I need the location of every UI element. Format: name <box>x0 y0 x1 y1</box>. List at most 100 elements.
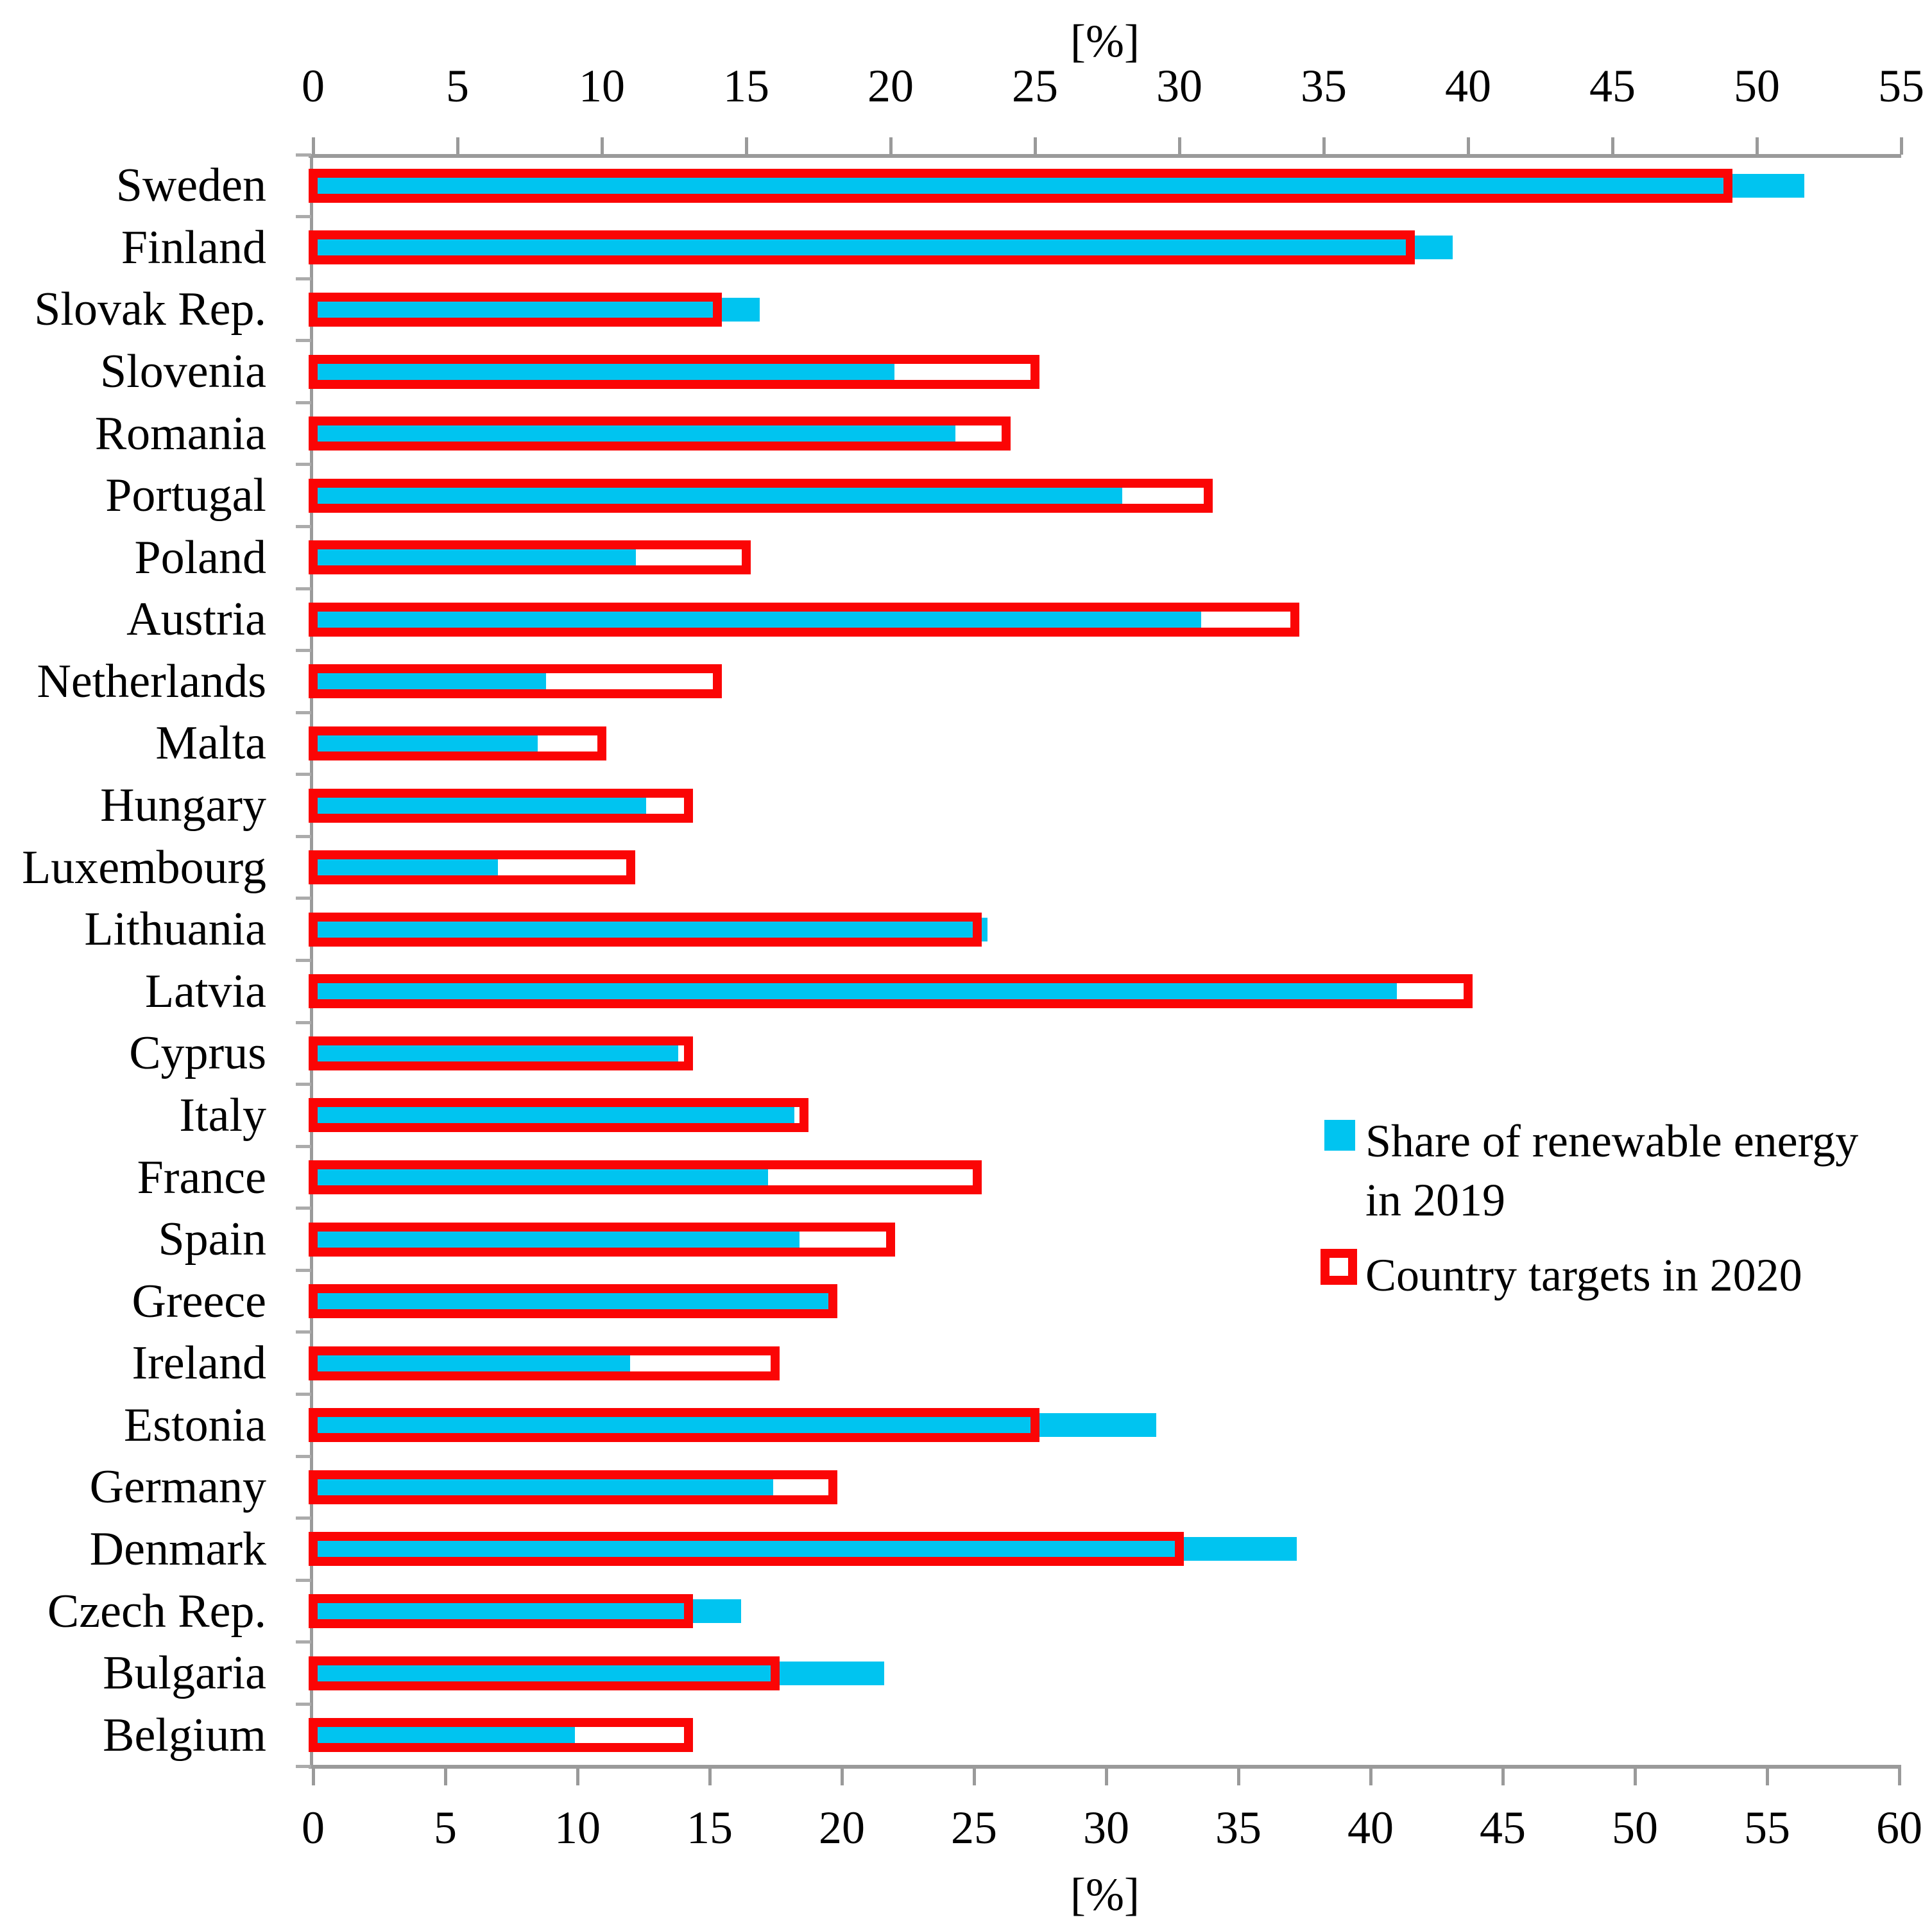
bar-share-2019-czech-rep <box>313 1599 742 1624</box>
top-axis-tick-label: 15 <box>723 60 769 112</box>
category-boundary-tick <box>296 1764 311 1768</box>
bar-target-2020-portugal <box>309 478 1213 513</box>
category-boundary-tick <box>296 463 311 467</box>
bar-target-2020-slovenia <box>309 354 1039 389</box>
top-axis-tick <box>1178 137 1181 155</box>
top-axis-tick-label: 40 <box>1445 60 1491 112</box>
category-label-italy: Italy <box>179 1088 266 1142</box>
category-label-belgium: Belgium <box>103 1708 266 1762</box>
top-axis-tick <box>1467 137 1470 155</box>
legend-swatch-targets-2020 <box>1321 1249 1357 1285</box>
category-boundary-tick <box>296 1083 311 1087</box>
top-axis-tick <box>1611 137 1614 155</box>
bar-share-2019-romania <box>313 422 956 446</box>
bottom-axis-tick-label: 25 <box>951 1802 997 1853</box>
category-boundary-tick <box>296 277 311 280</box>
bar-target-2020-slovak-rep <box>309 292 722 327</box>
bar-target-2020-ireland <box>309 1346 780 1380</box>
bar-share-2019-france <box>313 1165 768 1190</box>
bar-target-2020-bulgaria <box>309 1656 780 1690</box>
bar-share-2019-netherlands <box>313 669 546 694</box>
category-label-germany: Germany <box>89 1461 266 1514</box>
category-label-france: France <box>137 1151 266 1204</box>
category-label-malta: Malta <box>155 717 266 770</box>
bar-target-2020-italy <box>309 1098 808 1133</box>
bottom-axis-tick <box>1766 1769 1769 1785</box>
bar-share-2019-slovak-rep <box>313 297 760 322</box>
category-boundary-tick <box>296 897 311 900</box>
top-axis-tick-label: 35 <box>1301 60 1347 112</box>
bar-share-2019-cyprus <box>313 1041 678 1065</box>
bar-share-2019-bulgaria <box>313 1661 884 1685</box>
category-boundary-tick <box>296 649 311 653</box>
bar-share-2019-spain <box>313 1227 800 1251</box>
bar-share-2019-slovenia <box>313 359 895 384</box>
top-axis-tick <box>1322 137 1326 155</box>
bar-target-2020-poland <box>309 540 751 575</box>
top-axis-line <box>309 154 1901 158</box>
bottom-axis-tick <box>312 1769 315 1785</box>
category-label-slovenia: Slovenia <box>100 345 266 399</box>
category-boundary-tick <box>296 959 311 962</box>
bar-target-2020-austria <box>309 602 1299 637</box>
category-boundary-tick <box>296 339 311 343</box>
bar-share-2019-belgium <box>313 1723 575 1748</box>
category-label-ireland: Ireland <box>132 1337 266 1390</box>
category-boundary-tick <box>296 773 311 777</box>
top-axis-tick <box>1900 137 1903 155</box>
bar-share-2019-lithuania <box>313 917 987 941</box>
top-axis-tick <box>1034 137 1037 155</box>
bar-target-2020-cyprus <box>309 1036 693 1070</box>
bottom-axis-tick <box>444 1769 447 1785</box>
category-label-lithuania: Lithuania <box>84 903 266 956</box>
bottom-axis-tick-label: 0 <box>302 1802 325 1853</box>
bottom-axis-tick <box>1634 1769 1637 1785</box>
category-label-finland: Finland <box>121 221 266 274</box>
top-axis-tick-label: 45 <box>1589 60 1636 112</box>
category-boundary-tick <box>296 1393 311 1396</box>
bar-share-2019-germany <box>313 1475 773 1499</box>
category-boundary-tick <box>296 215 311 219</box>
bottom-axis-tick-label: 60 <box>1876 1802 1922 1853</box>
category-boundary-tick <box>296 1578 311 1582</box>
category-label-sweden: Sweden <box>115 159 266 212</box>
bottom-axis-tick <box>576 1769 579 1785</box>
bottom-axis-tick-label: 20 <box>819 1802 865 1853</box>
category-boundary-tick <box>296 1144 311 1148</box>
top-axis-tick-label: 0 <box>302 60 325 112</box>
category-boundary-tick <box>296 400 311 404</box>
bar-share-2019-ireland <box>313 1351 631 1375</box>
category-boundary-tick <box>296 524 311 528</box>
category-boundary-tick <box>296 587 311 590</box>
category-label-austria: Austria <box>126 593 266 646</box>
top-axis-tick-label: 25 <box>1012 60 1058 112</box>
bar-share-2019-portugal <box>313 483 1122 508</box>
bar-share-2019-luxembourg <box>313 855 499 880</box>
top-axis-tick-label: 5 <box>446 60 469 112</box>
bar-target-2020-france <box>309 1160 982 1195</box>
category-boundary-tick <box>296 1702 311 1706</box>
top-axis-tick <box>1756 137 1759 155</box>
top-axis-tick <box>312 137 315 155</box>
bar-share-2019-latvia <box>313 979 1398 1004</box>
bottom-axis-line <box>309 1765 1901 1769</box>
bottom-axis-tick <box>1237 1769 1240 1785</box>
top-axis-tick <box>601 137 604 155</box>
bottom-axis-tick-label: 45 <box>1480 1802 1526 1853</box>
bar-target-2020-greece <box>309 1284 837 1319</box>
top-axis-tick <box>889 137 893 155</box>
bar-share-2019-estonia <box>313 1413 1157 1438</box>
category-label-denmark: Denmark <box>89 1522 266 1576</box>
bar-share-2019-finland <box>313 236 1453 260</box>
category-label-luxembourg: Luxembourg <box>22 841 266 894</box>
category-label-estonia: Estonia <box>124 1398 266 1452</box>
bar-target-2020-latvia <box>309 974 1473 1009</box>
category-boundary-tick <box>296 1330 311 1334</box>
legend-swatch-share-2019 <box>1324 1120 1355 1151</box>
bar-target-2020-lithuania <box>309 912 982 947</box>
category-label-poland: Poland <box>134 531 266 584</box>
bar-target-2020-czech-rep <box>309 1594 693 1629</box>
bar-share-2019-austria <box>313 607 1202 631</box>
bar-share-2019-italy <box>313 1103 794 1128</box>
